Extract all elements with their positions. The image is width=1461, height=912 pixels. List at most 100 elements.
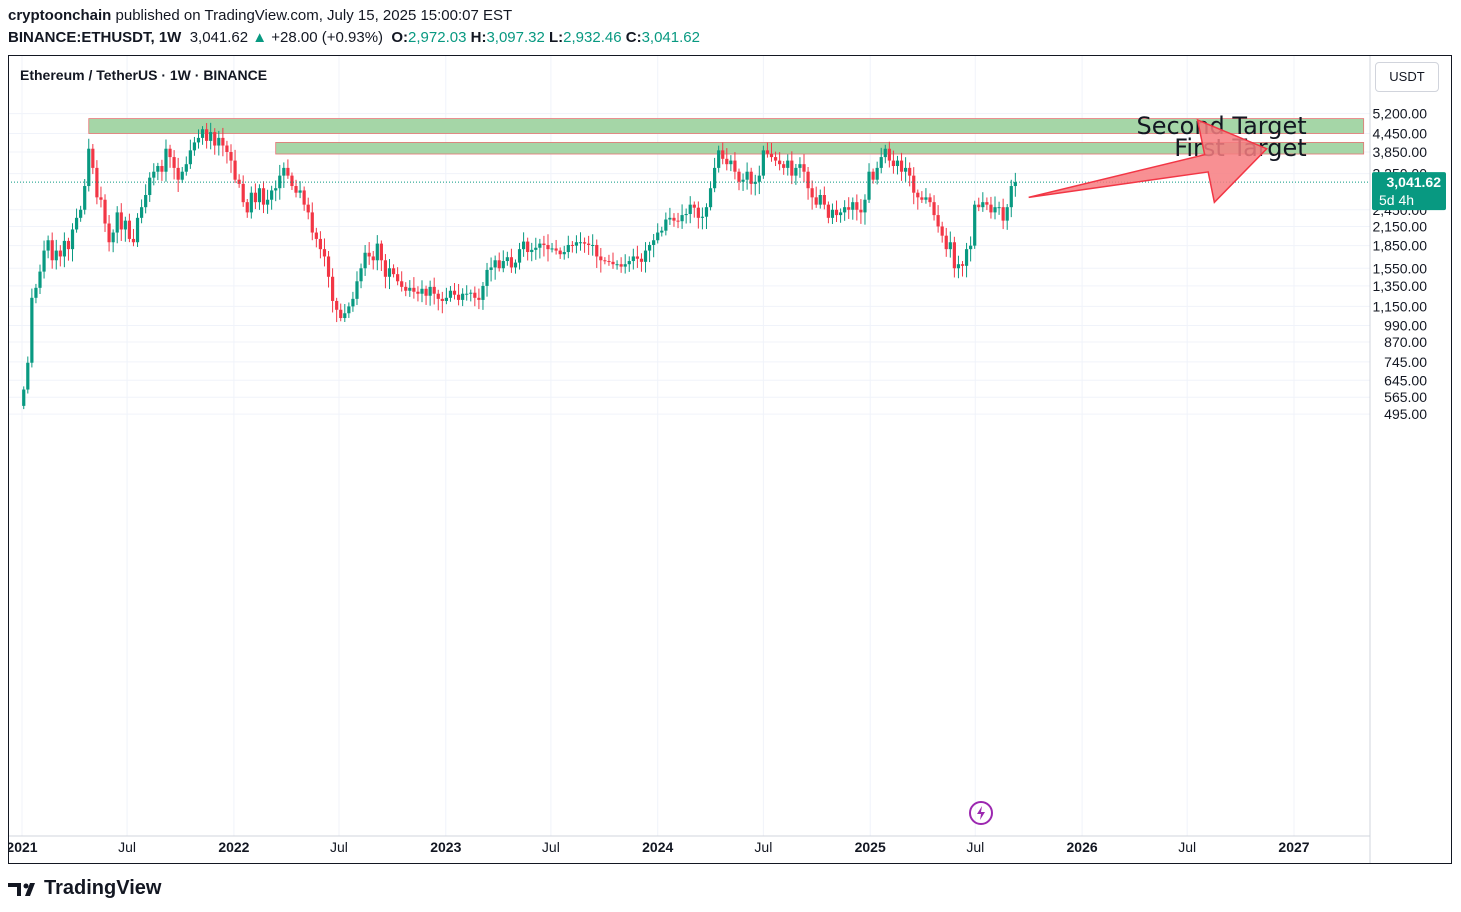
candle-body — [879, 157, 883, 168]
candle-body — [899, 160, 904, 172]
candle-body — [135, 217, 140, 243]
candle-body — [209, 132, 213, 141]
candle-body — [26, 362, 30, 390]
candle-body — [66, 240, 71, 250]
lightning-icon[interactable] — [968, 800, 994, 826]
candle-body — [603, 260, 607, 262]
candle-body — [123, 220, 127, 230]
candle-body — [652, 240, 656, 245]
candle-body — [973, 204, 977, 246]
candle-body — [700, 216, 705, 218]
candle-body — [310, 212, 314, 233]
candle-body — [192, 142, 197, 151]
target-zone-box[interactable] — [275, 142, 1365, 155]
time-tick-label: Jul — [330, 839, 348, 855]
price-tick-label: 870.00 — [1384, 334, 1427, 350]
candle-body — [127, 220, 132, 239]
candle-body — [887, 148, 891, 161]
candle-body — [838, 212, 843, 216]
target-arrow[interactable] — [1028, 118, 1269, 204]
candle-body — [355, 281, 359, 299]
candle-body — [249, 192, 253, 213]
current-price-tag: 3,041.62 5d 4h — [1372, 172, 1446, 211]
candle-body — [1005, 207, 1009, 221]
candle-body — [834, 209, 839, 216]
candle-body — [729, 160, 733, 165]
candle-body — [635, 256, 639, 259]
candle-body — [371, 256, 375, 261]
candle-body — [753, 181, 757, 184]
candle-body — [391, 268, 396, 275]
candle-body — [168, 148, 172, 158]
candle-body — [802, 164, 806, 172]
candle-body — [298, 190, 302, 193]
candle-body — [74, 217, 79, 230]
candle-body — [416, 291, 420, 294]
target-zone-box[interactable] — [88, 118, 1365, 134]
candle-body — [335, 300, 339, 310]
time-tick-label: 2022 — [218, 839, 249, 855]
candle-body — [619, 264, 623, 267]
candle-body — [668, 217, 672, 220]
candle-body — [912, 175, 916, 193]
candle-body — [326, 256, 331, 277]
candle-body — [274, 188, 278, 191]
candle-body — [505, 257, 509, 262]
open-value: 2,972.03 — [408, 29, 467, 46]
candle-body — [306, 204, 310, 213]
candle-body — [981, 202, 985, 208]
time-tick-label: Jul — [754, 839, 772, 855]
candle-body — [749, 171, 753, 184]
time-axis[interactable]: 2021 Jul 2022 Jul 2023 Jul 2024 Jul 2025 Jul 2026 J… — [8, 835, 1370, 855]
candle-body — [570, 244, 574, 246]
candle-body — [152, 171, 156, 178]
candle-body — [233, 160, 237, 180]
last-price: 3,041.62 — [189, 29, 249, 46]
candle-body — [855, 202, 859, 210]
time-tick-label: 2027 — [1278, 839, 1309, 855]
current-price-badge — [1372, 172, 1446, 211]
time-tick-label: 2024 — [642, 839, 673, 855]
candle-body — [148, 177, 152, 196]
candle-body — [704, 207, 709, 217]
candle-body — [200, 129, 205, 138]
high-label: H: — [470, 29, 487, 46]
currency-selector[interactable]: USDT — [1375, 62, 1439, 92]
publish-info: cryptoonchain published on TradingView.c… — [8, 7, 512, 24]
candle-body — [330, 276, 335, 301]
candle-body — [916, 192, 920, 198]
author-name[interactable]: cryptoonchain — [8, 7, 112, 24]
time-tick-label: 2025 — [855, 839, 886, 855]
price-tick-label: 4,450.00 — [1373, 126, 1428, 142]
candle-body — [387, 268, 392, 277]
target-arrow-shape[interactable] — [1028, 118, 1269, 204]
price-tick-label: 2,150.00 — [1373, 218, 1428, 234]
candle-body — [87, 148, 91, 187]
candle-body — [62, 240, 66, 257]
grid-lines — [8, 55, 1370, 836]
candle-body — [359, 268, 363, 282]
candle-body — [473, 292, 477, 298]
candle-body — [997, 207, 1001, 209]
price-axis[interactable]: 5,200.004,450.003,850.003,250.002,450.00… — [1369, 55, 1428, 864]
publish-text: published on TradingView.com, July 15, 2… — [111, 7, 513, 24]
candle-body — [497, 260, 501, 269]
candle-body — [688, 204, 692, 215]
candle-body — [375, 243, 379, 261]
candle-body — [363, 252, 367, 269]
candle-body — [477, 297, 481, 300]
low-value: 2,932.46 — [563, 29, 622, 46]
candle-body — [172, 157, 176, 168]
candle-body — [302, 190, 306, 205]
tradingview-logo[interactable]: TradingView — [8, 877, 161, 900]
time-tick-label: 2021 — [8, 839, 38, 855]
candle-body — [379, 243, 383, 261]
candle-body — [339, 309, 343, 319]
candle-body — [456, 294, 461, 300]
candle-body — [875, 167, 879, 180]
candle-body — [139, 207, 144, 218]
candle-body — [95, 167, 99, 198]
candle-body — [713, 167, 717, 189]
candle-body — [367, 252, 371, 257]
